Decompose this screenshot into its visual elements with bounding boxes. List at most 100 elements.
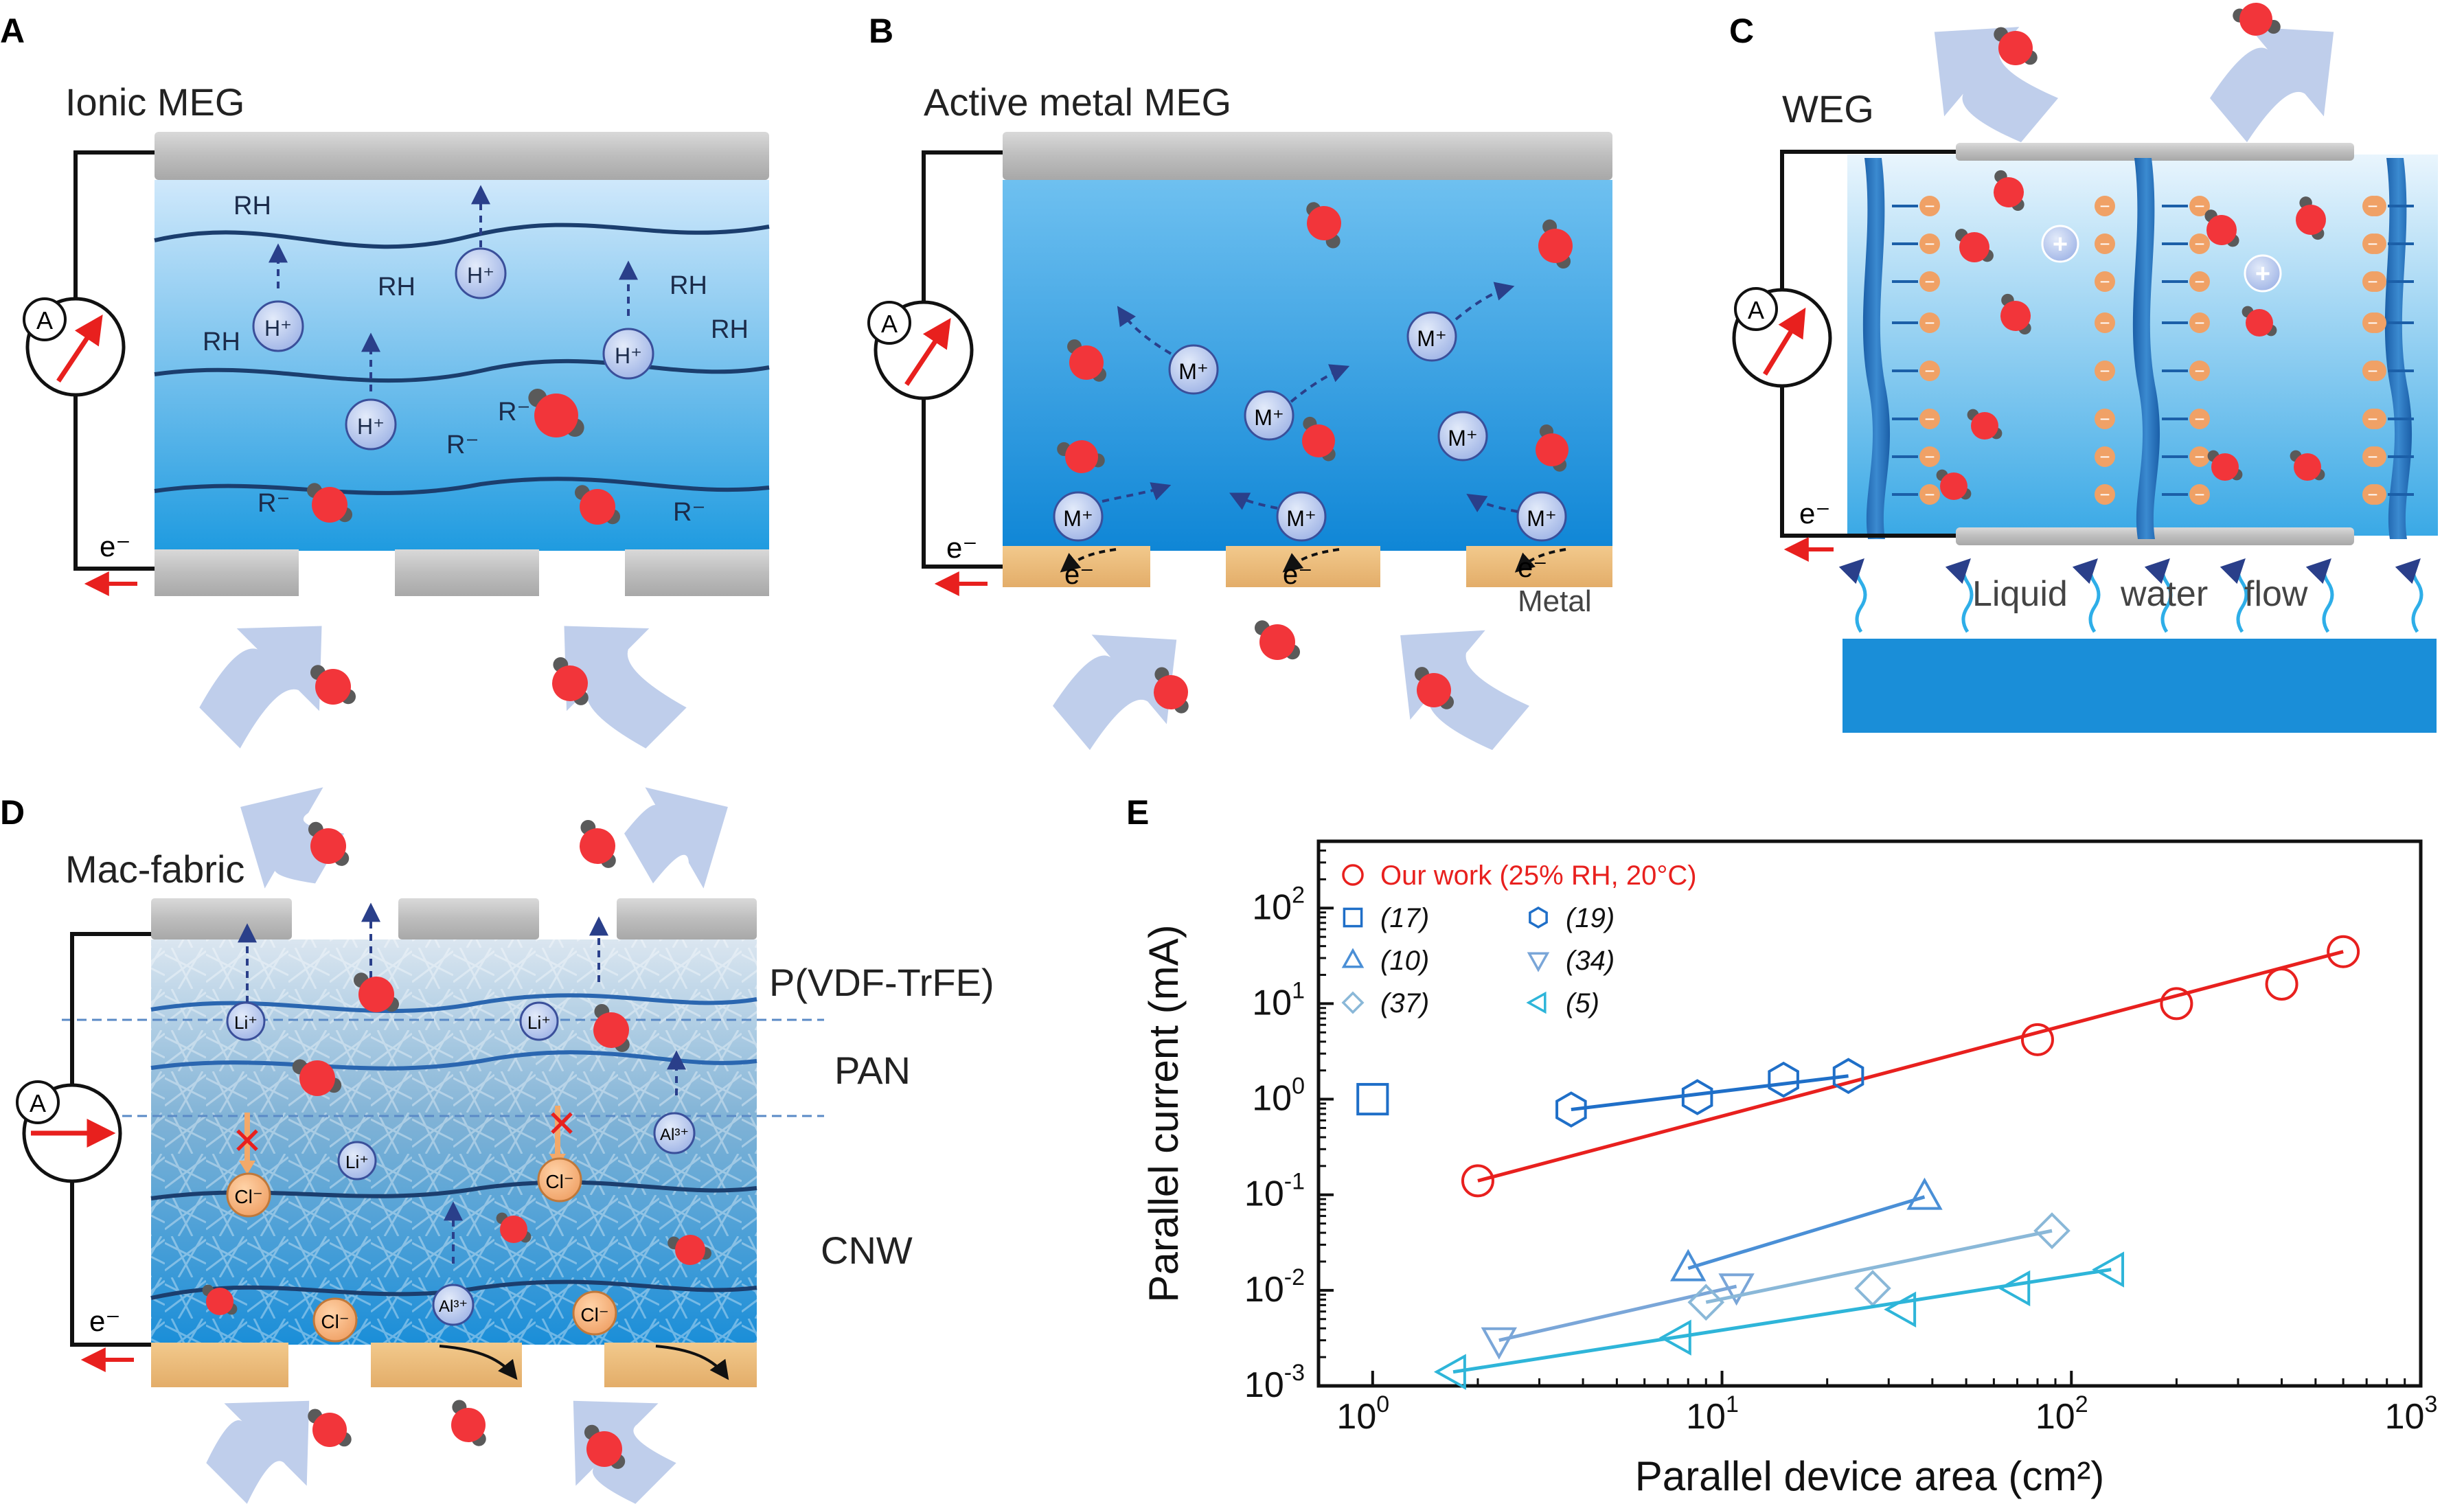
vapor-flow-arrow	[2210, 27, 2334, 143]
negative-charge: −	[1919, 361, 1940, 381]
electron-label: e⁻	[1518, 553, 1547, 583]
vapor-flow-arrow	[564, 626, 687, 749]
negative-charge: −	[1919, 446, 1940, 467]
x-tick-label: 102	[2035, 1391, 2088, 1437]
water-molecule	[574, 485, 621, 525]
y-axis-label: Parallel current (mA)	[1141, 924, 1187, 1302]
water-molecule	[1154, 667, 1189, 714]
electron-label: e⁻	[89, 1305, 121, 1337]
svg-text:−: −	[1924, 484, 1935, 505]
water-molecule	[1415, 667, 1455, 709]
water-layer	[1003, 180, 1612, 551]
data-point	[1526, 991, 1547, 1014]
legend: Our work (25% RH, 20°C) (17) (19) (10) (34) (…	[1341, 861, 1697, 1018]
series-3	[1670, 1177, 1943, 1281]
negative-charge: −	[2189, 312, 2210, 333]
ammeter-needle	[904, 318, 951, 386]
water-molecule	[1302, 416, 1336, 462]
flow-wave-arrow	[2305, 558, 2334, 633]
svg-text:−: −	[1924, 361, 1935, 381]
water-molecules	[202, 3, 2326, 1469]
series-2	[1555, 1058, 1864, 1128]
svg-text:H⁺: H⁺	[264, 316, 292, 341]
ammeter-label-circle	[1734, 287, 1778, 331]
top-electrode	[151, 898, 292, 939]
y-tick-label: 10-1	[1244, 1169, 1305, 1214]
svg-text:M⁺: M⁺	[1448, 426, 1478, 451]
panel-a-title: Ionic MEG	[65, 80, 244, 124]
panel-c-title: WEG	[1782, 87, 1874, 130]
y-tick-label: 10-2	[1244, 1264, 1305, 1310]
panel-c: C WEG −−−−−−−−−−−−−−−−−−−−−−−−−−−−−−−−−−…	[1729, 12, 2438, 733]
svg-text:Cl⁻: Cl⁻	[545, 1171, 573, 1192]
polymer-chain	[150, 1279, 757, 1300]
polymer-chain	[154, 358, 770, 383]
legend-label: Our work (25% RH, 20°C)	[1380, 861, 1697, 891]
water-molecule	[1936, 469, 1972, 500]
blocked-anion-arrow	[239, 1106, 566, 1174]
svg-text:−: −	[2099, 271, 2110, 292]
legend-label: (34)	[1566, 946, 1615, 976]
data-point	[2033, 1212, 2071, 1249]
legend-label: (37)	[1380, 988, 1429, 1018]
proton-ion: H⁺	[602, 260, 654, 380]
x-axis-label: Parallel device area (cm²)	[1635, 1453, 2105, 1499]
flow-label-liquid: Liquid	[1972, 574, 2068, 614]
water-molecule	[308, 821, 350, 866]
data-point	[1343, 907, 1363, 928]
negative-charge: −	[1919, 484, 1940, 505]
svg-text:−: −	[2194, 361, 2204, 381]
svg-text:−: −	[1924, 409, 1935, 429]
panel-b-title: Active metal MEG	[924, 80, 1231, 124]
rh-label: RH	[233, 192, 271, 220]
negative-charge: −	[2189, 271, 2210, 292]
svg-text:Cl⁻: Cl⁻	[321, 1311, 349, 1332]
data-point	[2327, 935, 2360, 968]
negative-charge: −	[2095, 312, 2115, 333]
polymer-chain	[154, 477, 770, 495]
negative-charge: −	[2189, 233, 2210, 254]
svg-text:H⁺: H⁺	[467, 263, 494, 288]
bottom-electrode	[155, 549, 299, 596]
channel-wall	[1862, 158, 1891, 539]
electron-label: e⁻	[1283, 560, 1312, 590]
svg-text:−: −	[2367, 361, 2377, 381]
svg-text:−: −	[2367, 271, 2377, 292]
svg-text:+: +	[2053, 230, 2068, 259]
svg-text:−: −	[2099, 312, 2110, 333]
positive-ion: +	[2041, 225, 2079, 263]
data-point	[1527, 952, 1550, 972]
chloride-ion: Cl⁻	[312, 1297, 358, 1343]
data-point	[2265, 968, 2298, 1001]
data-point	[1461, 1164, 1494, 1198]
bottom-electrode	[395, 549, 539, 596]
electron-label: e⁻	[100, 530, 131, 562]
layer-label-pvdf: P(VDF-TrFE)	[769, 961, 994, 1004]
svg-text:M⁺: M⁺	[1254, 405, 1284, 430]
metal-ion: M⁺	[1244, 390, 1294, 441]
data-point	[1555, 1091, 1587, 1128]
water-molecule	[202, 1284, 238, 1315]
water-molecule	[451, 1400, 486, 1446]
svg-text:−: −	[2099, 484, 2110, 505]
flow-wave-arrow	[1945, 558, 1974, 633]
data-point	[1832, 1058, 1864, 1095]
water-molecule	[496, 1212, 532, 1243]
data-point	[1658, 1319, 1691, 1356]
negative-charge: −	[2362, 484, 2383, 505]
anion-label: R⁻	[673, 498, 706, 527]
svg-text:Li⁺: Li⁺	[345, 1152, 369, 1172]
svg-text:−: −	[1924, 233, 1935, 254]
electron-path	[655, 1345, 729, 1380]
vapor-flow-arrow	[573, 1400, 676, 1504]
svg-text:−: −	[2099, 196, 2110, 216]
water-molecule	[1057, 440, 1105, 473]
negative-charge: −	[2189, 484, 2210, 505]
negative-charge: −	[2362, 312, 2383, 333]
data-point	[1433, 1354, 1466, 1390]
series-6	[1433, 1251, 2125, 1390]
water-molecule	[1067, 339, 1107, 382]
ammeter-needle	[1763, 307, 1806, 376]
ammeter-label-circle	[867, 301, 911, 345]
electron-path	[1060, 548, 1566, 573]
